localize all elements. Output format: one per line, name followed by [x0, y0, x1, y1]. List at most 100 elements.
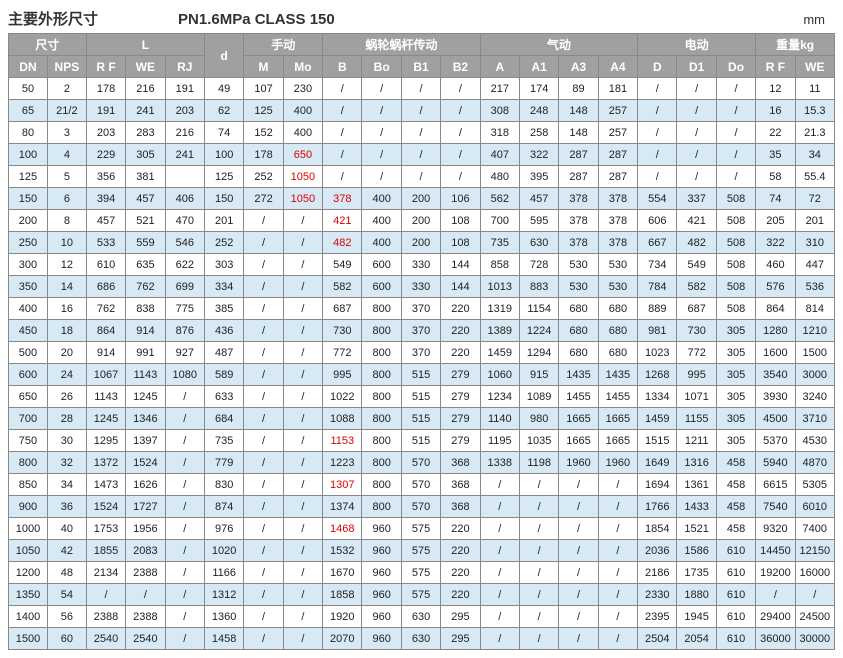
cell: 400: [283, 122, 322, 144]
cell: 305: [716, 430, 755, 452]
cell: 16: [756, 100, 795, 122]
cell: 248: [519, 100, 558, 122]
cell: /: [244, 210, 283, 232]
cell: 6: [47, 188, 86, 210]
cell: 287: [598, 144, 637, 166]
cell: 303: [204, 254, 243, 276]
cell: 1200: [9, 562, 48, 584]
cell: /: [283, 540, 322, 562]
cell: /: [716, 78, 755, 100]
cell: /: [283, 606, 322, 628]
cell: 378: [598, 210, 637, 232]
cell: 220: [441, 540, 480, 562]
title-left: 主要外形尺寸: [8, 8, 98, 29]
cell: /: [244, 320, 283, 342]
cell: /: [126, 584, 165, 606]
cell: 1166: [204, 562, 243, 584]
cell: 36000: [756, 628, 795, 650]
cell: 864: [756, 298, 795, 320]
cell: 203: [165, 100, 204, 122]
cell: 16: [47, 298, 86, 320]
cell: 200: [401, 232, 440, 254]
cell: 385: [204, 298, 243, 320]
cell: 762: [126, 276, 165, 298]
cell: 2083: [126, 540, 165, 562]
cell: 5940: [756, 452, 795, 474]
col-header: DN: [9, 56, 48, 78]
col-header: B: [323, 56, 362, 78]
cell: 3000: [795, 364, 834, 386]
cell: 1880: [677, 584, 716, 606]
cell: 508: [716, 298, 755, 320]
cell: 1500: [9, 628, 48, 650]
cell: 4530: [795, 430, 834, 452]
cell: 889: [638, 298, 677, 320]
cell: 735: [204, 430, 243, 452]
cell: 368: [441, 452, 480, 474]
cell: 1727: [126, 496, 165, 518]
table-row: 8503414731626/830//1307800570368////1694…: [9, 474, 835, 496]
cell: /: [244, 562, 283, 584]
cell: 3240: [795, 386, 834, 408]
cell: /: [283, 584, 322, 606]
cell: 305: [716, 386, 755, 408]
cell: 257: [598, 122, 637, 144]
cell: 378: [559, 232, 598, 254]
cell: 991: [126, 342, 165, 364]
cell: 9320: [756, 518, 795, 540]
cell: 2330: [638, 584, 677, 606]
cell: 370: [401, 298, 440, 320]
table-row: 9003615241727/874//1374800570368////1766…: [9, 496, 835, 518]
cell: /: [283, 320, 322, 342]
cell: /: [283, 298, 322, 320]
cell: /: [716, 122, 755, 144]
cell: 6010: [795, 496, 834, 518]
cell: 730: [677, 320, 716, 342]
cell: 24500: [795, 606, 834, 628]
cell: 1735: [677, 562, 716, 584]
cell: 220: [441, 320, 480, 342]
cell: /: [283, 452, 322, 474]
cell: 1198: [519, 452, 558, 474]
cell: /: [441, 166, 480, 188]
cell: 201: [795, 210, 834, 232]
cell: 421: [677, 210, 716, 232]
cell: 883: [519, 276, 558, 298]
table-row: 80320328321674152400////318258148257///2…: [9, 122, 835, 144]
cell: 10: [47, 232, 86, 254]
cell: 310: [795, 232, 834, 254]
cell: /: [244, 518, 283, 540]
cell: 2395: [638, 606, 677, 628]
cell: /: [244, 254, 283, 276]
cell: 370: [401, 342, 440, 364]
cell: /: [559, 540, 598, 562]
cell: 450: [9, 320, 48, 342]
cell: 1013: [480, 276, 519, 298]
cell: 960: [362, 540, 401, 562]
cell: 1858: [323, 584, 362, 606]
cell: /: [480, 562, 519, 584]
cell: 350: [9, 276, 48, 298]
cell: 1524: [126, 452, 165, 474]
cell: 1649: [638, 452, 677, 474]
cell: /: [559, 584, 598, 606]
cell: 1397: [126, 430, 165, 452]
col-group: L: [86, 34, 204, 56]
cell: 400: [362, 188, 401, 210]
table-row: 45018864914876436//730800370220138912246…: [9, 320, 835, 342]
cell: 458: [716, 496, 755, 518]
cell: 252: [204, 232, 243, 254]
cell: 2388: [126, 606, 165, 628]
cell: 32: [47, 452, 86, 474]
cell: 74: [756, 188, 795, 210]
cell: 241: [165, 144, 204, 166]
cell: 814: [795, 298, 834, 320]
cell: 458: [716, 452, 755, 474]
cell: 600: [362, 254, 401, 276]
cell: /: [638, 166, 677, 188]
cell: 125: [244, 100, 283, 122]
cell: /: [519, 496, 558, 518]
cell: 5: [47, 166, 86, 188]
cell: 318: [480, 122, 519, 144]
cell: /: [165, 430, 204, 452]
